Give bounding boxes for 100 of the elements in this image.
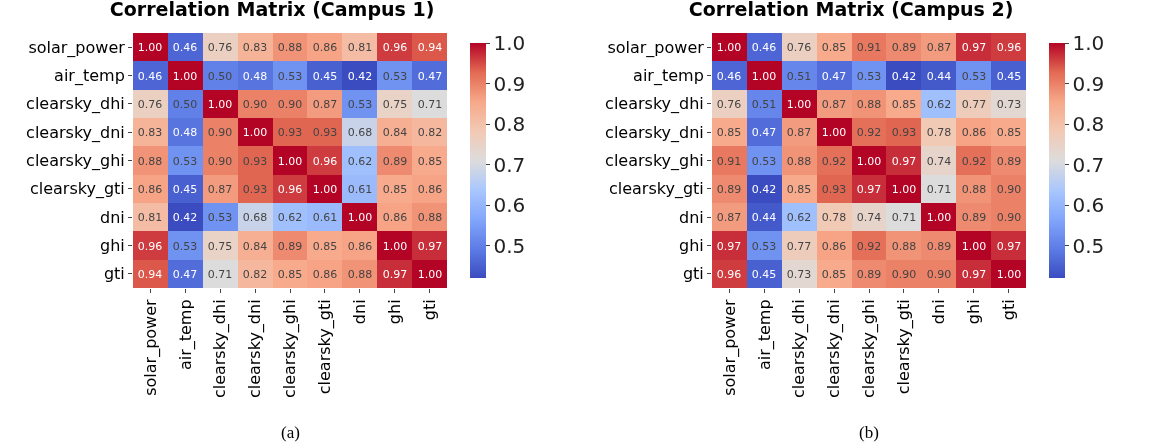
data-label: 0.77 xyxy=(786,239,812,253)
data-label: 0.76 xyxy=(137,97,163,111)
x-tick-label: ghi xyxy=(963,299,983,325)
data-label: 0.88 xyxy=(786,154,812,168)
x-tick-label: clearsky_dhi xyxy=(789,299,810,399)
data-label: 0.61 xyxy=(312,210,338,224)
data-label: 0.86 xyxy=(347,239,373,253)
data-label: 0.85 xyxy=(821,267,847,281)
data-label: 0.53 xyxy=(172,154,198,168)
data-label: 0.82 xyxy=(242,267,268,281)
data-label: 0.76 xyxy=(207,40,233,54)
y-tick-label: clearsky_gti xyxy=(29,179,125,200)
data-label: 0.87 xyxy=(207,182,233,196)
data-label: 0.73 xyxy=(786,267,812,281)
data-label: 0.62 xyxy=(786,210,812,224)
data-label: 0.86 xyxy=(312,40,338,54)
data-label: 0.83 xyxy=(242,40,268,54)
data-label: 1.00 xyxy=(312,182,338,196)
data-label: 1.00 xyxy=(382,239,408,253)
data-label: 1.00 xyxy=(751,69,777,83)
data-label: 0.93 xyxy=(891,125,917,139)
data-label: 0.47 xyxy=(821,69,847,83)
data-label: 0.62 xyxy=(347,154,373,168)
data-label: 0.75 xyxy=(207,239,233,253)
data-label: 0.42 xyxy=(347,69,373,83)
data-label: 0.86 xyxy=(137,182,163,196)
data-label: 0.48 xyxy=(172,125,198,139)
y-tick-label: gti xyxy=(682,264,704,284)
x-tick-label: clearsky_ghi xyxy=(280,299,301,399)
data-label: 0.85 xyxy=(786,182,812,196)
data-label: 0.68 xyxy=(347,125,373,139)
data-label: 0.96 xyxy=(137,239,163,253)
data-label: 0.81 xyxy=(137,210,163,224)
y-tick-label: air_temp xyxy=(633,66,704,87)
data-label: 0.53 xyxy=(382,69,408,83)
data-label: 0.47 xyxy=(417,69,443,83)
data-label: 0.86 xyxy=(961,125,987,139)
data-label: 0.96 xyxy=(312,154,338,168)
data-label: 0.88 xyxy=(961,182,987,196)
data-label: 0.86 xyxy=(382,210,408,224)
data-label: 0.90 xyxy=(996,210,1022,224)
data-label: 0.42 xyxy=(751,182,777,196)
y-tick-label: clearsky_dhi xyxy=(26,94,125,115)
data-label: 1.00 xyxy=(821,125,847,139)
color-bar-label: 0.6 xyxy=(493,193,526,218)
color-bar-label: 0.7 xyxy=(493,152,526,177)
data-label: 0.96 xyxy=(382,40,408,54)
data-label: 0.47 xyxy=(751,125,777,139)
y-tick-label: ghi xyxy=(679,236,704,256)
data-label: 0.90 xyxy=(926,267,952,281)
chart-title: Correlation Matrix (Campus 2) xyxy=(688,0,1014,20)
data-label: 0.89 xyxy=(996,154,1022,168)
data-label: 0.62 xyxy=(926,97,952,111)
data-label: 0.88 xyxy=(277,40,303,54)
data-label: 0.78 xyxy=(821,210,847,224)
data-label: 0.75 xyxy=(382,97,408,111)
data-label: 0.42 xyxy=(172,210,198,224)
data-label: 0.97 xyxy=(856,182,882,196)
data-label: 0.89 xyxy=(891,40,917,54)
data-label: 0.87 xyxy=(786,125,812,139)
data-label: 0.89 xyxy=(277,239,303,253)
data-label: 0.45 xyxy=(312,69,338,83)
data-label: 0.88 xyxy=(891,239,917,253)
data-label: 0.97 xyxy=(996,239,1022,253)
data-label: 1.00 xyxy=(856,154,882,168)
data-label: 0.90 xyxy=(996,182,1022,196)
data-label: 0.46 xyxy=(172,40,198,54)
data-label: 0.84 xyxy=(382,125,408,139)
data-label: 0.90 xyxy=(207,154,233,168)
y-tick-label: clearsky_ghi xyxy=(605,151,704,172)
data-label: 0.81 xyxy=(347,40,373,54)
data-label: 0.47 xyxy=(172,267,198,281)
x-tick-label: dni xyxy=(928,299,948,325)
text: (b) xyxy=(859,423,879,442)
data-label: 1.00 xyxy=(996,267,1022,281)
y-tick-label: clearsky_gti xyxy=(608,179,704,200)
data-label: 0.87 xyxy=(312,97,338,111)
y-tick-label: dni xyxy=(679,207,704,227)
data-label: 0.94 xyxy=(417,40,443,54)
data-label: 0.88 xyxy=(347,267,373,281)
data-label: 1.00 xyxy=(417,267,443,281)
y-tick-label: solar_power xyxy=(28,37,126,58)
chart-title: Correlation Matrix (Campus 1) xyxy=(109,0,435,20)
data-label: 0.71 xyxy=(891,210,917,224)
data-label: 0.93 xyxy=(242,182,268,196)
data-label: 1.00 xyxy=(926,210,952,224)
data-label: 0.88 xyxy=(856,97,882,111)
x-tick-label: dni xyxy=(349,299,369,325)
data-label: 1.00 xyxy=(207,97,233,111)
data-label: 1.00 xyxy=(891,182,917,196)
data-label: 0.89 xyxy=(382,154,408,168)
color-bar-label: 0.5 xyxy=(493,233,526,258)
x-tick-label: clearsky_ghi xyxy=(859,299,880,399)
data-label: 0.78 xyxy=(926,125,952,139)
data-label: 0.89 xyxy=(961,210,987,224)
data-label: 0.53 xyxy=(277,69,303,83)
data-label: 0.85 xyxy=(417,154,443,168)
data-label: 0.53 xyxy=(751,154,777,168)
data-label: 1.00 xyxy=(961,239,987,253)
data-label: 0.97 xyxy=(891,154,917,168)
